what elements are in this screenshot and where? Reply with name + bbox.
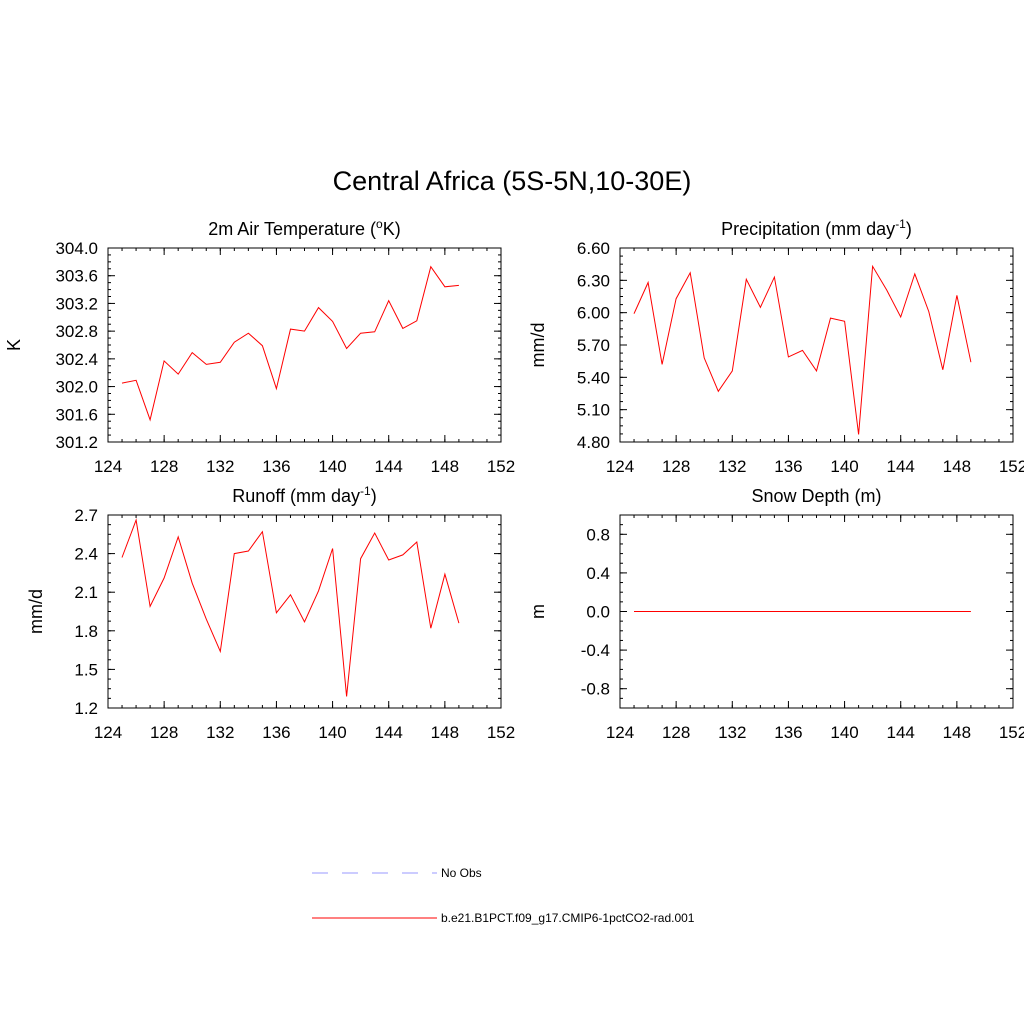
series-line — [633, 264, 972, 435]
x-tick-label: 152 — [487, 457, 515, 476]
y-tick-label: 0.4 — [586, 564, 610, 583]
x-tick-label: 148 — [943, 723, 971, 742]
y-tick-label: 303.2 — [55, 294, 98, 313]
y-tick-label: 303.6 — [55, 267, 98, 286]
plot-frame — [107, 514, 502, 709]
panel-title-superscript: -1 — [895, 217, 906, 231]
y-axis-label: m — [528, 604, 548, 619]
y-tick-label: 302.8 — [55, 322, 98, 341]
legend: No Obs b.e21.B1PCT.f09_g17.CMIP6-1pctCO2-… — [312, 866, 695, 925]
y-tick-label: 2.4 — [74, 545, 98, 564]
x-tick-label: 140 — [830, 457, 858, 476]
x-tick-label: 140 — [318, 457, 346, 476]
panel-1: 124 128 132 136 140 144 148 152 301.2 301.6 302.0 3… — [4, 217, 515, 476]
panel-title: 2m Air Temperature (oK) — [208, 217, 400, 239]
x-tick-label: 148 — [943, 457, 971, 476]
y-axis-label: K — [4, 339, 24, 351]
y-tick-label: -0.4 — [581, 641, 610, 660]
x-tick-label: 140 — [318, 723, 346, 742]
x-tick-label: 136 — [262, 457, 290, 476]
x-tick-label: 124 — [606, 723, 634, 742]
y-tick-label: 6.30 — [577, 271, 610, 290]
y-tick-label: 5.10 — [577, 401, 610, 420]
x-tick-label: 136 — [774, 723, 802, 742]
y-tick-label: 5.40 — [577, 368, 610, 387]
series-line — [121, 518, 460, 697]
x-tick-label: 136 — [774, 457, 802, 476]
panel-4: 124 128 132 136 140 144 148 152 -0.8 -0.4 0.0 0.4 0.… — [528, 486, 1024, 742]
figure-title: Central Africa (5S-5N,10-30E) — [332, 166, 692, 196]
x-tick-label: 152 — [487, 723, 515, 742]
y-tick-label: 304.0 — [55, 239, 98, 258]
y-axis-label: mm/d — [26, 589, 46, 634]
panel-title-main: Runoff (mm day — [232, 486, 360, 506]
x-tick-label: 132 — [718, 457, 746, 476]
x-tick-label: 128 — [662, 723, 690, 742]
x-tick-label: 128 — [150, 457, 178, 476]
x-tick-label: 128 — [150, 723, 178, 742]
y-axis-label: mm/d — [528, 323, 548, 368]
x-tick-label: 128 — [662, 457, 690, 476]
legend-label-1: No Obs — [441, 866, 482, 880]
x-tick-label: 152 — [999, 457, 1024, 476]
panel-title-superscript: o — [376, 217, 383, 231]
x-tick-label: 124 — [94, 723, 122, 742]
y-tick-label: 302.4 — [55, 350, 98, 369]
y-tick-label: -0.8 — [581, 680, 610, 699]
plot-frame — [107, 247, 502, 443]
y-tick-label: 5.70 — [577, 336, 610, 355]
y-tick-label: 301.6 — [55, 405, 98, 424]
panel-title-tail: ) — [906, 219, 912, 239]
x-tick-label: 124 — [606, 457, 634, 476]
legend-label-2: b.e21.B1PCT.f09_g17.CMIP6-1pctCO2-rad.00… — [441, 911, 695, 925]
panel-3: 124 128 132 136 140 144 148 152 1.2 1.5 1.8 2.1 2.4 2… — [26, 484, 515, 742]
y-tick-label: 4.80 — [577, 433, 610, 452]
x-tick-label: 144 — [887, 723, 915, 742]
panel-title-tail: K) — [383, 219, 401, 239]
x-tick-label: 144 — [375, 457, 403, 476]
panel-title-main: 2m Air Temperature ( — [208, 219, 376, 239]
x-tick-label: 148 — [431, 723, 459, 742]
y-tick-label: 0.8 — [586, 525, 610, 544]
y-tick-label: 2.1 — [74, 583, 98, 602]
y-tick-label: 6.60 — [577, 239, 610, 258]
y-tick-label: 0.0 — [586, 603, 610, 622]
panel-2: 124 128 132 136 140 144 148 152 4.80 5.10 5.40 5.70… — [528, 217, 1024, 476]
panel-title: Precipitation (mm day-1) — [721, 217, 912, 239]
y-tick-label: 302.0 — [55, 378, 98, 397]
panel-title: Snow Depth (m) — [751, 486, 881, 506]
panel-title-superscript: -1 — [360, 484, 371, 498]
x-tick-label: 132 — [206, 723, 234, 742]
x-tick-label: 136 — [262, 723, 290, 742]
y-tick-label: 1.8 — [74, 622, 98, 641]
series-line — [121, 265, 459, 422]
y-tick-label: 2.7 — [74, 506, 98, 525]
x-tick-label: 144 — [887, 457, 915, 476]
panel-title: Runoff (mm day-1) — [232, 484, 376, 506]
x-tick-label: 144 — [375, 723, 403, 742]
y-tick-label: 1.2 — [74, 699, 98, 718]
y-tick-label: 6.00 — [577, 304, 610, 323]
panel-title-tail: ) — [371, 486, 377, 506]
panel-title-main: Precipitation (mm day — [721, 219, 895, 239]
panel-title-main: Snow Depth (m) — [751, 486, 881, 506]
y-tick-label: 301.2 — [55, 433, 98, 452]
x-tick-label: 148 — [431, 457, 459, 476]
x-tick-label: 140 — [830, 723, 858, 742]
x-tick-label: 124 — [94, 457, 122, 476]
x-tick-label: 132 — [206, 457, 234, 476]
x-tick-label: 152 — [999, 723, 1024, 742]
plot-frame — [619, 247, 1014, 443]
y-tick-label: 1.5 — [74, 660, 98, 679]
x-tick-label: 132 — [718, 723, 746, 742]
